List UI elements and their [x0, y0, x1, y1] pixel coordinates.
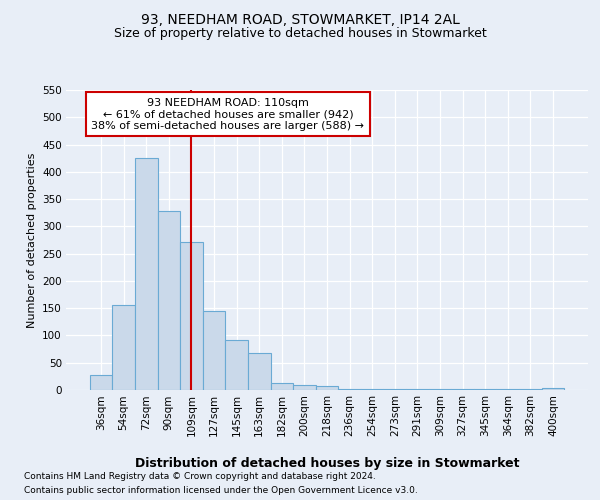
Bar: [248, 353, 271, 390]
Bar: [293, 384, 316, 390]
Text: Distribution of detached houses by size in Stowmarket: Distribution of detached houses by size …: [135, 458, 519, 470]
Bar: [271, 384, 293, 390]
Bar: [383, 389, 406, 390]
Bar: [158, 211, 180, 390]
Text: Size of property relative to detached houses in Stowmarket: Size of property relative to detached ho…: [113, 28, 487, 40]
Bar: [338, 389, 361, 390]
Bar: [542, 388, 564, 390]
Bar: [112, 306, 135, 390]
Text: 93, NEEDHAM ROAD, STOWMARKET, IP14 2AL: 93, NEEDHAM ROAD, STOWMARKET, IP14 2AL: [140, 12, 460, 26]
Text: Contains HM Land Registry data © Crown copyright and database right 2024.: Contains HM Land Registry data © Crown c…: [24, 472, 376, 481]
Bar: [135, 158, 158, 390]
Text: Contains public sector information licensed under the Open Government Licence v3: Contains public sector information licen…: [24, 486, 418, 495]
Y-axis label: Number of detached properties: Number of detached properties: [26, 152, 37, 328]
Bar: [203, 311, 226, 390]
Text: 93 NEEDHAM ROAD: 110sqm
← 61% of detached houses are smaller (942)
38% of semi-d: 93 NEEDHAM ROAD: 110sqm ← 61% of detache…: [91, 98, 364, 130]
Bar: [90, 374, 112, 390]
Bar: [180, 242, 203, 390]
Bar: [361, 389, 383, 390]
Bar: [226, 340, 248, 390]
Bar: [316, 386, 338, 390]
